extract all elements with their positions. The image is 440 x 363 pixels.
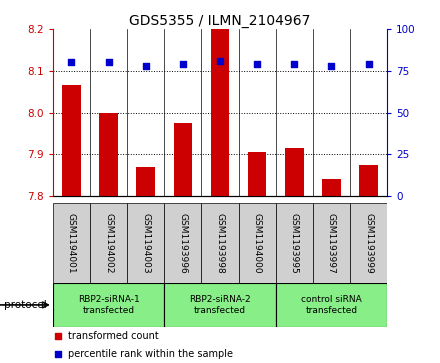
- Bar: [285, 148, 304, 196]
- Point: [142, 63, 149, 69]
- Bar: [350, 203, 387, 283]
- Text: GSM1194001: GSM1194001: [67, 213, 76, 274]
- Point: [328, 63, 335, 69]
- Text: protocol: protocol: [4, 300, 47, 310]
- Bar: [248, 152, 267, 196]
- Text: GSM1193997: GSM1193997: [327, 213, 336, 274]
- Bar: [99, 113, 118, 196]
- Bar: [62, 85, 81, 196]
- Text: GSM1194003: GSM1194003: [141, 213, 150, 274]
- Bar: [202, 203, 238, 283]
- Bar: [276, 203, 313, 283]
- Bar: [164, 203, 202, 283]
- Text: GSM1193998: GSM1193998: [216, 213, 224, 274]
- Bar: [53, 283, 164, 327]
- Bar: [53, 203, 90, 283]
- Bar: [127, 203, 164, 283]
- Text: GSM1194000: GSM1194000: [253, 213, 262, 274]
- Bar: [359, 165, 378, 196]
- Point: [253, 61, 260, 67]
- Text: RBP2-siRNA-2
transfected: RBP2-siRNA-2 transfected: [189, 295, 251, 315]
- Text: GSM1194002: GSM1194002: [104, 213, 113, 273]
- Bar: [164, 283, 276, 327]
- Bar: [136, 167, 155, 196]
- Title: GDS5355 / ILMN_2104967: GDS5355 / ILMN_2104967: [129, 14, 311, 28]
- Point: [68, 60, 75, 65]
- Point: [291, 61, 298, 67]
- Text: GSM1193999: GSM1193999: [364, 213, 373, 274]
- Point: [365, 61, 372, 67]
- Point: [105, 60, 112, 65]
- Bar: [211, 29, 229, 196]
- Text: GSM1193996: GSM1193996: [178, 213, 187, 274]
- Bar: [322, 179, 341, 196]
- Bar: [238, 203, 276, 283]
- Text: RBP2-siRNA-1
transfected: RBP2-siRNA-1 transfected: [77, 295, 139, 315]
- Text: GSM1193995: GSM1193995: [290, 213, 299, 274]
- Bar: [90, 203, 127, 283]
- Text: transformed count: transformed count: [68, 331, 158, 341]
- Bar: [173, 123, 192, 196]
- Point: [54, 351, 61, 357]
- Text: percentile rank within the sample: percentile rank within the sample: [68, 349, 233, 359]
- Point: [180, 61, 187, 67]
- Point: [216, 58, 224, 64]
- Bar: [313, 203, 350, 283]
- Text: control siRNA
transfected: control siRNA transfected: [301, 295, 362, 315]
- Point: [54, 333, 61, 339]
- Bar: [276, 283, 387, 327]
